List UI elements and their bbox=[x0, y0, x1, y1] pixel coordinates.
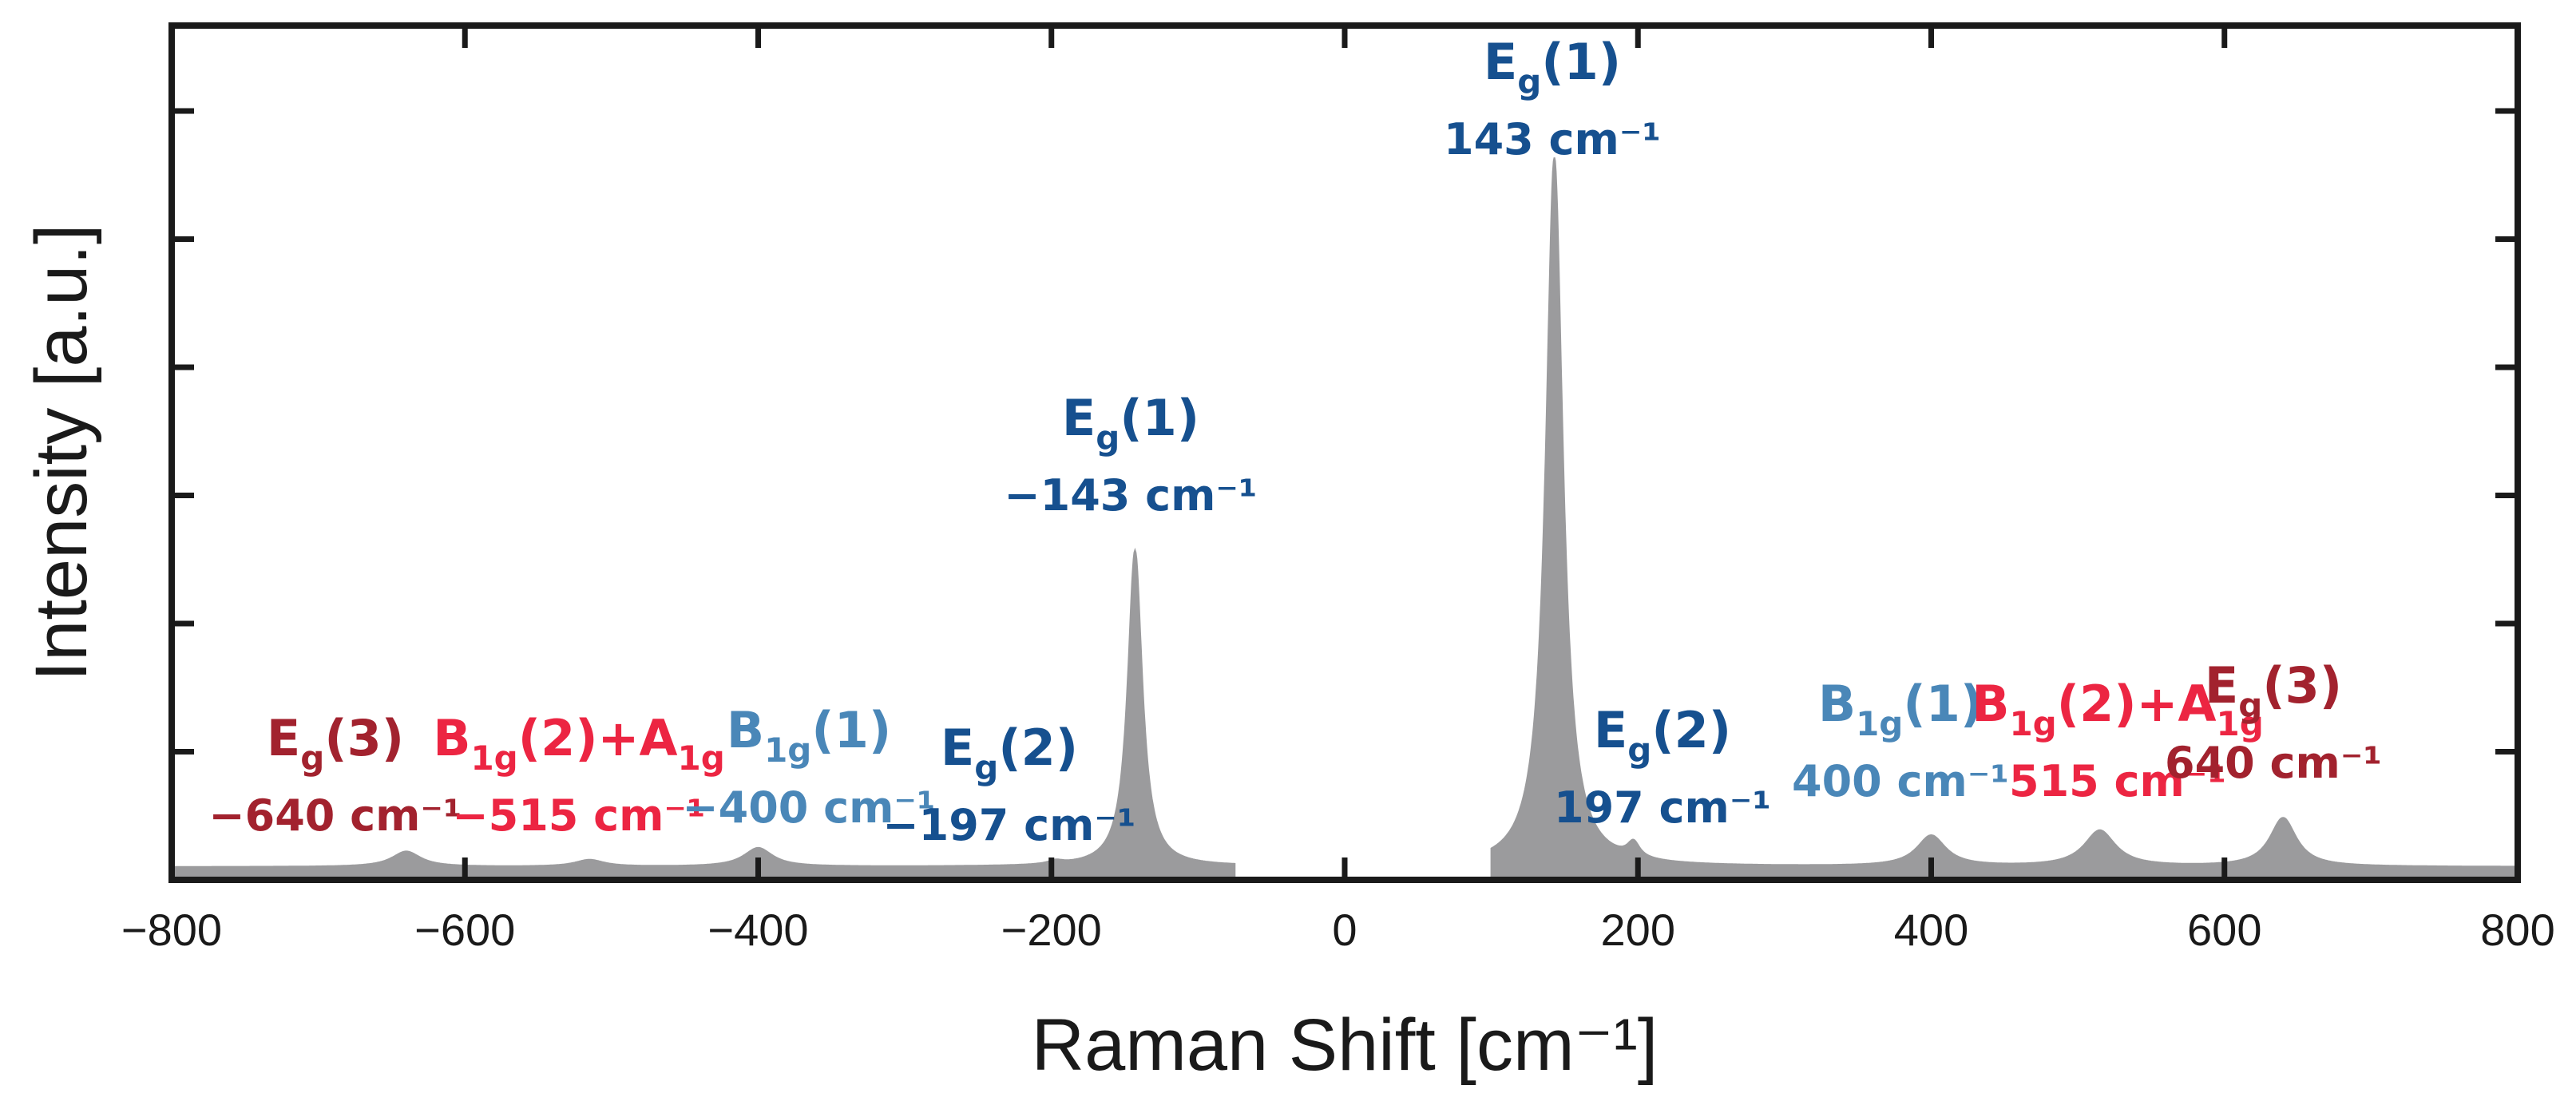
peak-mode-part: (1) bbox=[1541, 33, 1621, 91]
peak-mode-label: Eg(2) bbox=[1594, 701, 1731, 770]
peak-wavenumber-label: −197 cm⁻¹ bbox=[882, 800, 1135, 850]
peak-mode-part: (2)+A bbox=[518, 709, 678, 767]
peak-mode-part: (2) bbox=[998, 719, 1078, 777]
peak-mode-label: Eg(3) bbox=[267, 709, 404, 778]
peak-mode-part: E bbox=[941, 719, 974, 777]
peak-mode-part: B bbox=[433, 709, 470, 767]
peak-annotation-eg1-pos: Eg(1) 143 cm⁻¹ bbox=[1444, 33, 1661, 164]
plot-frame bbox=[168, 22, 2521, 883]
peak-wavenumber-label: 515 cm⁻¹ bbox=[2009, 756, 2226, 806]
peak-mode-part: g bbox=[300, 739, 324, 778]
x-tick-label: 800 bbox=[2480, 905, 2554, 955]
peak-mode-label: Eg(3) bbox=[2205, 656, 2342, 725]
peak-annotation-eg2-pos: Eg(2) 197 cm⁻¹ bbox=[1554, 701, 1771, 833]
x-tick-label: −400 bbox=[707, 905, 808, 955]
peak-annotation-b1g1-neg: B1g(1) −400 cm⁻¹ bbox=[682, 701, 935, 833]
peak-wavenumber-label: 143 cm⁻¹ bbox=[1444, 114, 1661, 164]
x-axis-label: Raman Shift [cm⁻¹] bbox=[1032, 1004, 1659, 1086]
x-tick-label: 0 bbox=[1332, 905, 1357, 955]
peak-wavenumber-label: 640 cm⁻¹ bbox=[2165, 738, 2382, 788]
peak-mode-part: B bbox=[1818, 675, 1856, 733]
peak-mode-label: Eg(2) bbox=[941, 719, 1078, 787]
peak-mode-part: E bbox=[1594, 701, 1627, 759]
peak-annotation-eg3-neg: Eg(3) −640 cm⁻¹ bbox=[208, 709, 462, 841]
peak-mode-label: B1g(1) bbox=[1818, 675, 1983, 743]
peak-annotation-b1g1-pos: B1g(1)400 cm⁻¹ bbox=[1792, 675, 2009, 806]
peak-mode-part: B bbox=[1972, 675, 2009, 733]
peak-annotation-eg2-neg: Eg(2) −197 cm⁻¹ bbox=[882, 719, 1135, 850]
peak-mode-part: (1) bbox=[811, 701, 891, 759]
peak-mode-part: E bbox=[267, 709, 300, 767]
peak-wavenumber-label: −400 cm⁻¹ bbox=[682, 782, 935, 833]
x-tick-label: 200 bbox=[1601, 905, 1675, 955]
peak-mode-part: E bbox=[2205, 656, 2238, 715]
peak-mode-label: B1g(2)+A1g​ bbox=[433, 709, 725, 778]
peak-wavenumber-label: −515 cm⁻¹ bbox=[452, 790, 705, 841]
x-tick-label: −600 bbox=[414, 905, 515, 955]
peak-mode-part: g bbox=[1096, 418, 1120, 457]
peak-mode-label: B1g(2)+A1g​ bbox=[1972, 675, 2264, 743]
peak-mode-part: g bbox=[2238, 686, 2262, 725]
peak-mode-part: g bbox=[1627, 731, 1651, 770]
peak-mode-part: (1) bbox=[1903, 675, 1983, 733]
peak-mode-part: 1g bbox=[1856, 704, 1903, 743]
peak-annotation-eg3-pos: Eg(3) 640 cm⁻¹ bbox=[2165, 656, 2382, 788]
peak-mode-part: E bbox=[1484, 33, 1517, 91]
tick-label-layer: −800 −600 −400 −200 0 200 400 600 800 bbox=[121, 905, 2555, 955]
peak-mode-part: B bbox=[727, 701, 764, 759]
series-layer bbox=[171, 157, 2519, 881]
x-tick-label: −200 bbox=[1001, 905, 1102, 955]
peak-mode-part: 1g bbox=[764, 731, 811, 770]
peak-wavenumber-label: 400 cm⁻¹ bbox=[1792, 756, 2009, 806]
peak-mode-label: Eg(1) bbox=[1062, 389, 1199, 457]
spectrum-area-segment-2 bbox=[1490, 157, 2519, 881]
peak-annotation-b1g2a1g-pos: B1g(2)+A1g​515 cm⁻¹ bbox=[1972, 675, 2264, 806]
peak-mode-part: (3) bbox=[324, 709, 404, 767]
peak-mode-part: (1) bbox=[1120, 389, 1199, 447]
peak-mode-part: 1g bbox=[678, 739, 725, 778]
peak-wavenumber-label: 197 cm⁻¹ bbox=[1554, 782, 1771, 833]
peak-mode-part: (3) bbox=[2262, 656, 2342, 715]
peak-mode-label: Eg(1) bbox=[1484, 33, 1621, 101]
peak-mode-part: (2)+A bbox=[2057, 675, 2217, 733]
peak-mode-part: E bbox=[1062, 389, 1096, 447]
peak-mode-part: g bbox=[1517, 62, 1541, 101]
peak-wavenumber-label: −640 cm⁻¹ bbox=[208, 790, 462, 841]
peak-mode-part: 1g bbox=[2009, 704, 2056, 743]
peak-mode-part: 1g bbox=[2217, 704, 2264, 743]
peak-annotation-b1g2a1g-neg: B1g(2)+A1g​ −515 cm⁻¹ bbox=[433, 709, 725, 841]
peak-mode-part: (2) bbox=[1651, 701, 1731, 759]
x-tick-label: 400 bbox=[1894, 905, 1968, 955]
y-axis-label: Intensity [a.u.] bbox=[21, 224, 102, 682]
peak-mode-part: g bbox=[974, 748, 998, 787]
spectrum-area-segment-1 bbox=[171, 548, 1236, 881]
peak-wavenumber-label: −143 cm⁻¹ bbox=[1004, 470, 1257, 521]
x-tick-label: −800 bbox=[121, 905, 222, 955]
x-tick-label: 600 bbox=[2187, 905, 2261, 955]
peak-annotation-eg1-neg: Eg(1) −143 cm⁻¹ bbox=[1004, 389, 1257, 521]
peak-mode-part: 1g bbox=[470, 739, 517, 778]
peak-mode-label: B1g(1) bbox=[727, 701, 891, 770]
